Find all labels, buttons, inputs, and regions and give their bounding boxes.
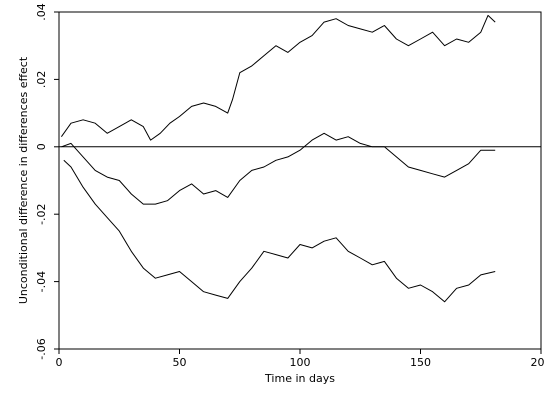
series-line-1 [60, 14, 496, 141]
series-line-3 [63, 159, 496, 303]
x-tick-label: 0 [56, 356, 63, 369]
y-tick-label: -.02 [35, 203, 48, 224]
y-tick-label: .04 [35, 3, 48, 21]
plot-area-frame [58, 11, 542, 350]
x-tick-label: 200 [531, 356, 545, 369]
y-axis-title: Unconditional difference in differences … [17, 56, 30, 304]
x-tick-label: 50 [173, 356, 187, 369]
x-axis: 0 50 100 150 200 [56, 349, 545, 369]
x-tick-label: 150 [410, 356, 431, 369]
y-tick-label: -.06 [35, 338, 48, 359]
x-axis-title: Time in days [264, 372, 335, 385]
x-tick-label: 100 [290, 356, 311, 369]
y-tick-label: .02 [35, 71, 48, 89]
y-tick-label: -.04 [35, 271, 48, 292]
y-tick-label: 0 [35, 143, 48, 150]
y-axis: -.06 -.04 -.02 0 .02 .04 [35, 3, 59, 360]
series-line-2 [61, 132, 496, 205]
series-group [60, 14, 496, 303]
